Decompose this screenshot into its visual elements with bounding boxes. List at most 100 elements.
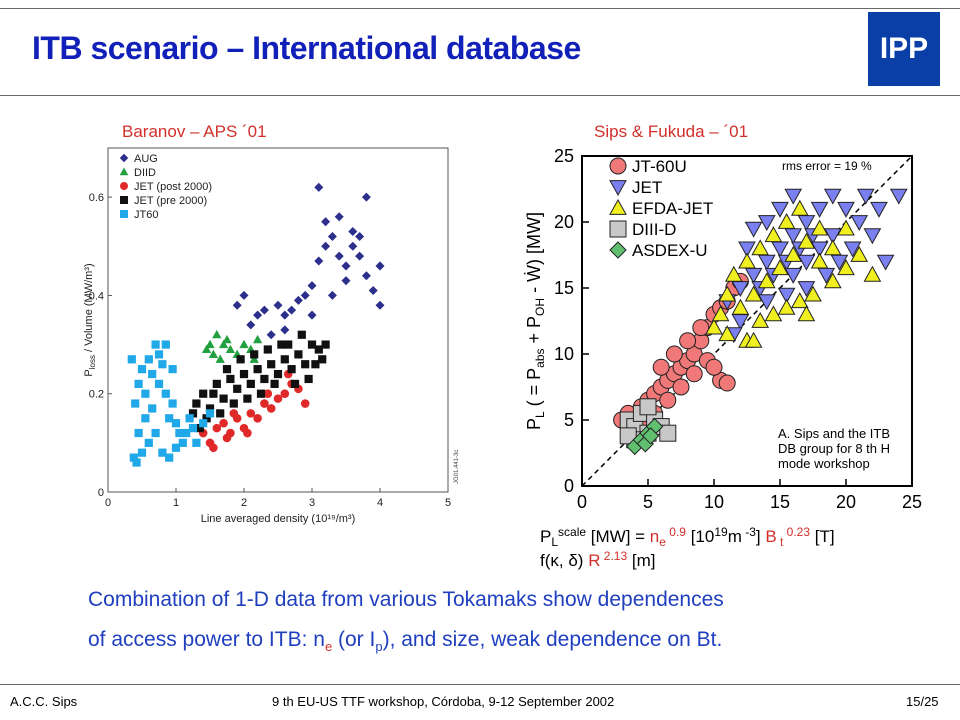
point-diid [222,334,232,344]
point-jet-pre-2000 [209,389,218,398]
point-jt60 [161,389,170,398]
point-efda-jet [731,298,750,315]
point-efda-jet [797,305,816,322]
point-diid [249,354,259,363]
x-tick-label: 4 [377,497,383,509]
point-jet-pre-2000 [284,340,293,349]
point-jet [797,254,816,271]
point-jt60 [131,399,140,408]
point-asdex-u [641,427,660,445]
point-jet-pre-2000 [297,330,306,339]
legend-marker-jt-60u [609,157,627,175]
body-line-2-part-c: ), and size, weak dependence on Bt. [382,628,723,651]
legend-label-diii-d: DIII-D [632,220,676,239]
point-efda-jet [790,292,809,309]
x-axis-label-part: e [659,535,666,549]
legend-label-diid: DIID [134,167,156,179]
y-tick-label: 0.2 [89,389,104,401]
point-jet [843,241,862,258]
y-tick-label: 10 [554,344,574,364]
point-efda-jet [790,199,809,216]
point-jet-pre-2000 [277,340,286,349]
legend-marker-diii-d [609,220,627,238]
point-jt60 [132,458,141,467]
y-axis-label: Ploss / Volume (MW/m³) [83,263,97,376]
point-jet-pre-2000 [192,399,201,408]
y-axis-label-part: L [533,411,547,418]
point-jet-pre-2000 [290,379,300,388]
x-tick-label: 25 [902,492,922,512]
point-jet [810,241,829,258]
credit-annotation-line: mode workshop [778,456,870,471]
point-jet-pre-2000 [199,389,208,398]
point-jet-pre-2000 [243,394,252,403]
point-jet-post-2000 [300,399,310,408]
legend-marker-jt60 [120,210,128,218]
x-axis-label-part: B [765,527,776,546]
point-aug [273,300,283,310]
point-jt60 [134,428,143,438]
rms-error-annotation: rms error = 19 % [782,159,872,173]
point-aug [334,251,344,261]
point-efda-jet [764,226,783,243]
x-axis-label-part: -3 [742,525,756,539]
point-aug [232,300,242,310]
point-jet-pre-2000 [256,389,266,398]
point-jet-pre-2000 [229,399,238,408]
y-axis-label-part: + P [524,316,544,349]
point-aug [321,241,331,251]
top-rule [0,8,960,9]
point-efda-jet [810,219,829,236]
point-jt60 [199,419,208,428]
x-axis-label-part: P [540,527,551,546]
legend-label-aug: AUG [134,153,158,165]
point-jt60 [134,379,143,388]
point-aug [341,276,351,286]
header-rule [0,95,960,96]
point-jet-pre-2000 [301,360,310,369]
point-jt60 [151,340,160,349]
plot-frame [107,147,449,493]
point-efda-jet [771,259,789,276]
y-tick-label: 25 [554,146,574,166]
point-jt60 [168,365,177,374]
figure-code-label: JG01.441-3c [454,450,460,484]
body-line-2-part-a: of access power to ITB: n [88,628,325,651]
point-jt60 [171,443,181,452]
point-diid [225,344,236,354]
y-axis-label: PL ( = Pabs + POH - Ẇ) [MW] [524,212,547,430]
point-jet-post-2000 [246,409,256,418]
x-axis-label-part: m [728,527,742,546]
point-aug [307,281,317,291]
point-jet-pre-2000 [216,409,225,418]
point-jt60 [144,355,153,364]
y-tick-label: 0 [564,476,574,496]
point-jet-pre-2000 [304,374,313,384]
point-aug [348,241,358,251]
point-jet [744,221,763,238]
point-jet-pre-2000 [239,369,249,379]
point-jet-pre-2000 [267,360,276,369]
point-jt60 [205,409,215,418]
footer-author: A.C.C. Sips [10,694,78,709]
point-aug [361,192,371,202]
point-jt60 [127,355,136,364]
x-axis-label-line-2: f(κ, δ) R 2.13 [m] [540,549,656,570]
subscript-p: p [375,639,383,655]
x-axis-label-part: 19 [714,525,728,539]
point-aug [375,300,385,310]
point-aug [287,305,297,315]
legend-label-jt-60u: JT-60U [632,157,687,176]
point-jet-pre-2000 [222,365,232,374]
legend-marker-jet [609,180,627,197]
x-tick-label: 5 [643,492,653,512]
point-jet-post-2000 [222,433,232,443]
point-efda-jet [751,239,770,256]
point-jet-pre-2000 [219,394,228,403]
point-efda-jet [810,252,829,269]
point-aug [327,290,337,300]
point-diii-d [619,427,637,445]
body-line-2-part-b: (or I [332,628,376,651]
x-axis-label-part: n [650,527,659,546]
point-aug [375,261,385,271]
